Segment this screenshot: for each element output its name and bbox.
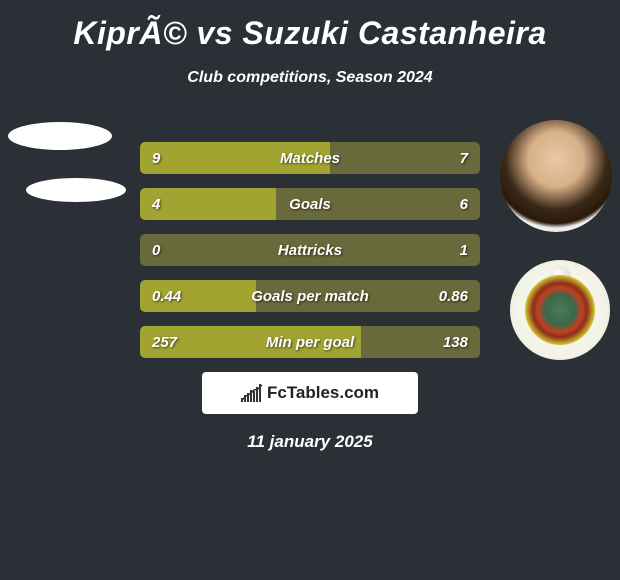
club-crest-icon: [525, 275, 595, 345]
stats-table: 9 Matches 7 4 Goals 6 0 Hattricks 1 0.44…: [140, 142, 480, 358]
page-title: KiprÃ© vs Suzuki Castanheira: [0, 10, 620, 57]
date-label: 11 january 2025: [0, 414, 620, 470]
player-right-avatar: [500, 120, 612, 232]
stat-row: 257 Min per goal 138: [140, 326, 480, 358]
stat-row: 9 Matches 7: [140, 142, 480, 174]
avatar-placeholder-shape: [26, 178, 126, 202]
subtitle: Club competitions, Season 2024: [0, 57, 620, 107]
stat-right-value: 6: [460, 196, 468, 213]
stat-label: Matches: [140, 150, 480, 167]
stat-label: Goals: [140, 196, 480, 213]
club-badge-image: [510, 260, 610, 360]
bar-chart-icon: [241, 384, 263, 402]
stat-right-value: 1: [460, 242, 468, 259]
stat-right-value: 138: [443, 334, 468, 351]
brand-badge: FcTables.com: [202, 372, 418, 414]
stat-right-value: 0.86: [439, 288, 468, 305]
stat-label: Hattricks: [140, 242, 480, 259]
avatar-placeholder-shape: [8, 122, 112, 150]
avatar-image: [500, 120, 612, 232]
stat-label: Goals per match: [140, 288, 480, 305]
stat-right-value: 7: [460, 150, 468, 167]
stat-row: 0.44 Goals per match 0.86: [140, 280, 480, 312]
stat-label: Min per goal: [140, 334, 480, 351]
club-right-badge: [510, 260, 610, 360]
brand-text: FcTables.com: [267, 383, 379, 403]
stat-row: 0 Hattricks 1: [140, 234, 480, 266]
player-left-avatar: [8, 122, 126, 202]
stat-row: 4 Goals 6: [140, 188, 480, 220]
